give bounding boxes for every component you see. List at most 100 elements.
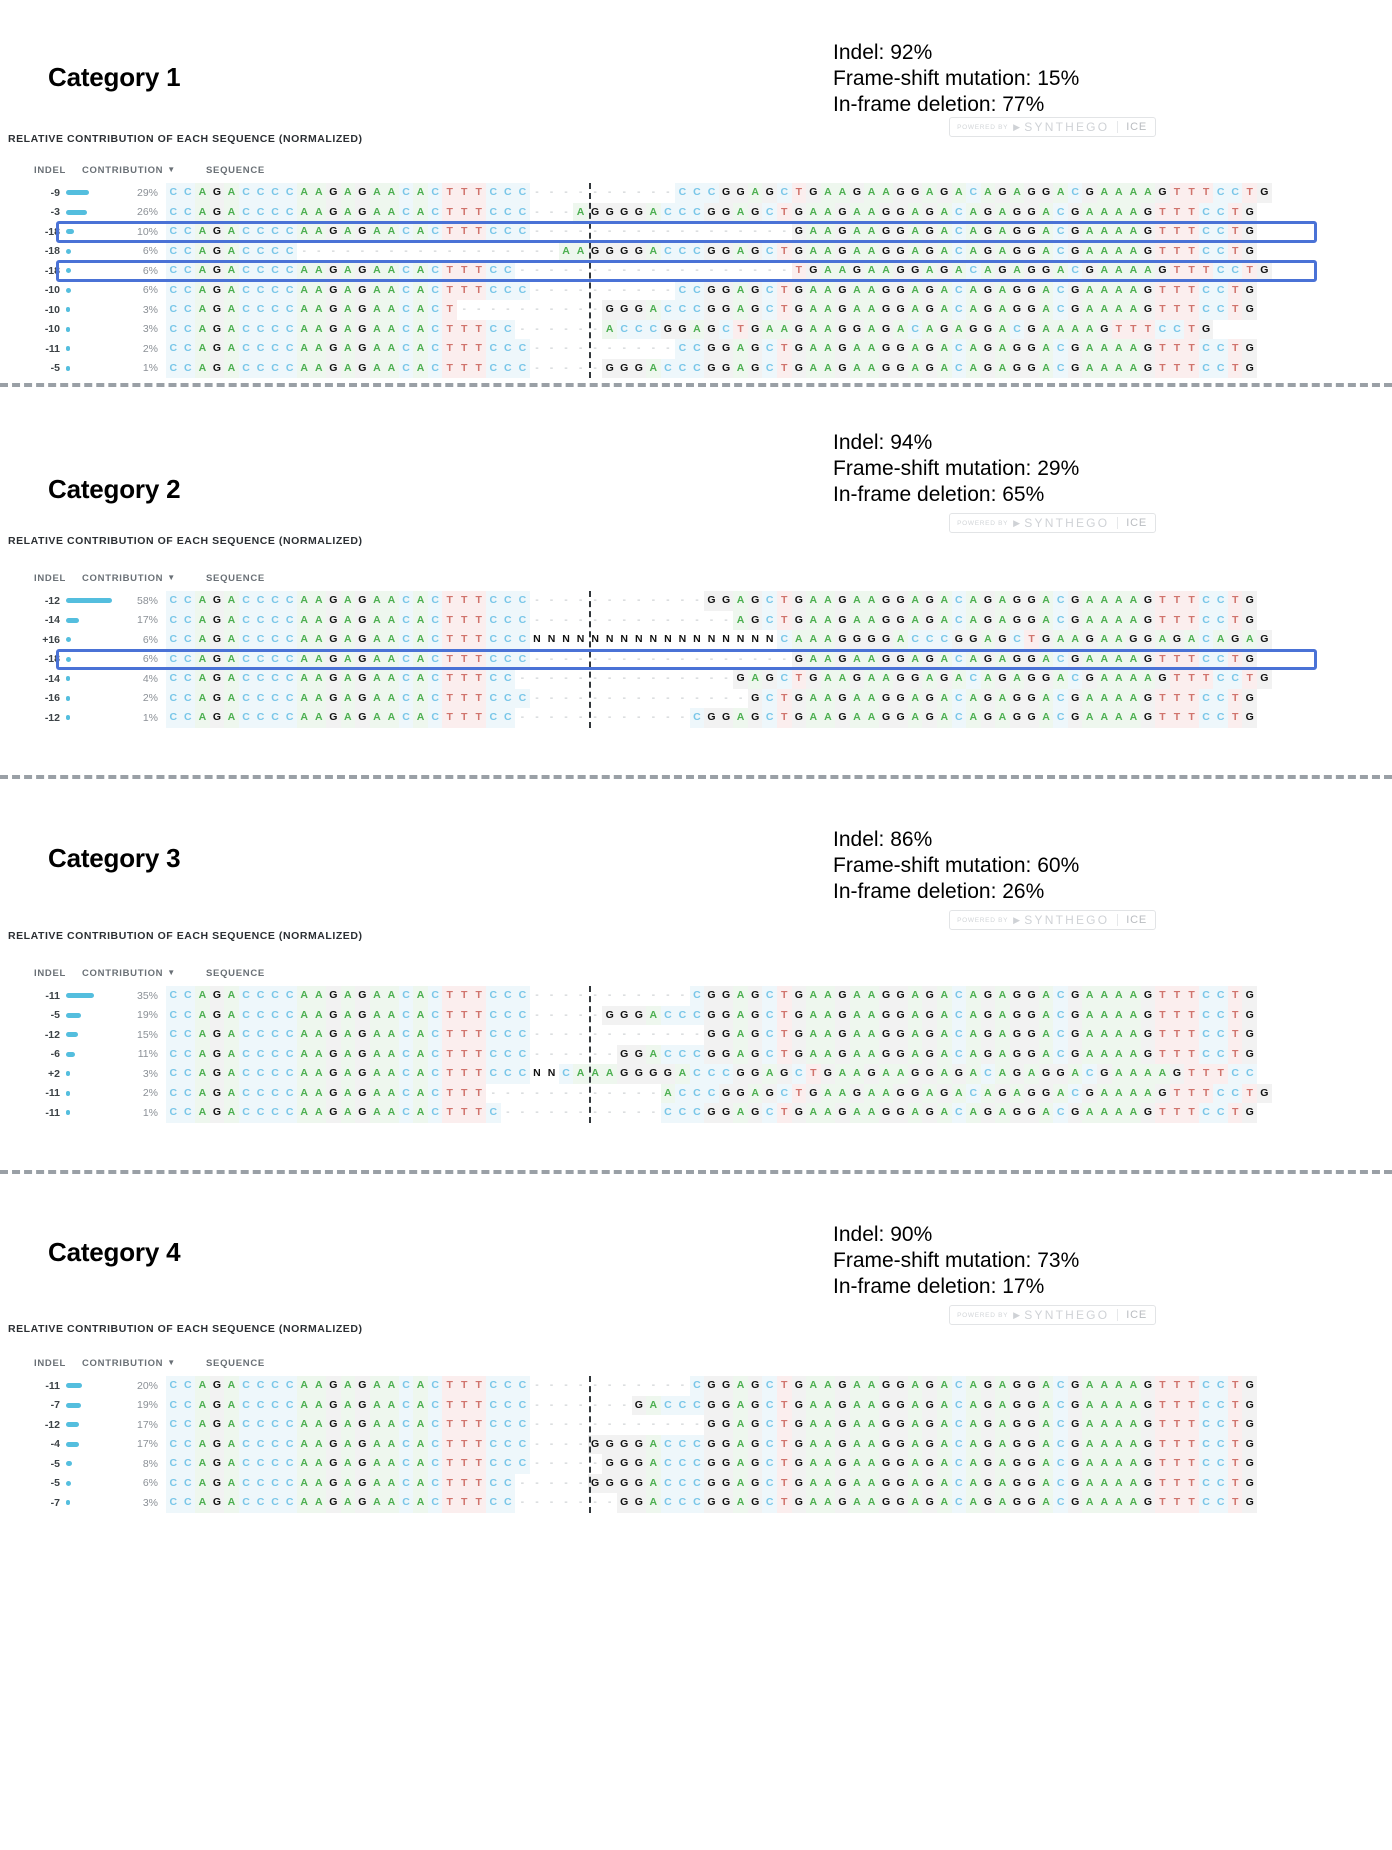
right-base: G <box>1067 649 1083 669</box>
right-base: A <box>1111 1083 1127 1103</box>
right-base: G <box>1067 708 1083 728</box>
table-row[interactable]: -9 29% C C A G A C C C C A A G A G A A C A C T T T C C C - - - - - - - - - -… <box>0 183 1272 203</box>
right-base: A <box>1038 319 1054 339</box>
table-row[interactable]: -11 35% C C A G A C C C C A A G A G A A C A C T T T C C C - - - - - - - - -… <box>0 986 1272 1006</box>
table-row[interactable]: -6 11% C C A G A C C C C A A G A G A A C A C T T T C C C - - - - - - G G A C… <box>0 1044 1272 1064</box>
right-base: A <box>820 280 836 300</box>
left-base: A <box>195 1434 210 1454</box>
left-base: - <box>311 241 327 261</box>
right-base: C <box>1227 1064 1243 1084</box>
right-base: - <box>587 183 603 203</box>
left-base: C <box>180 1493 196 1513</box>
header-contribution[interactable]: CONTRIBUTION ▼ <box>66 968 196 979</box>
left-base: C <box>500 649 516 669</box>
left-base: C <box>238 1025 254 1045</box>
header-contribution[interactable]: CONTRIBUTION ▼ <box>66 573 196 584</box>
right-base: - <box>544 1044 559 1064</box>
right-base: G <box>791 1395 807 1415</box>
left-base: A <box>413 222 428 242</box>
right-base: G <box>704 202 719 222</box>
table-row[interactable]: -12 17% C C A G A C C C C A A G A G A A C A C T T T C C C - - - - - - - - -… <box>0 1415 1258 1435</box>
left-base: A <box>195 630 210 650</box>
left-base: G <box>326 1025 341 1045</box>
right-base: N <box>747 630 763 650</box>
right-base: - <box>602 591 617 611</box>
table-row[interactable]: -14 17% C C A G A C C C C A A G A G A A C A C T T T C C C - - - - - - - - -… <box>0 610 1272 630</box>
right-base: G <box>1140 222 1156 242</box>
table-row[interactable]: -3 26% C C A G A C C C C A A G A G A A C A C T T T C C C - - - A G G G G A C… <box>0 202 1272 222</box>
table-row[interactable]: -14 4% C C A G A C C C C A A G A G A A C A C T T T C C - - - - - - - - - - -… <box>0 669 1272 689</box>
left-base: T <box>471 1395 487 1415</box>
table-row[interactable]: -11 2% C C A G A C C C C A A G A G A A C A C T T T - - - - - - - - - - - - A… <box>0 1083 1272 1103</box>
contribution-bar <box>66 637 71 643</box>
left-base: C <box>486 1025 501 1045</box>
right-base: G <box>1009 1473 1025 1493</box>
right-base: G <box>980 1103 996 1123</box>
cell-contribution-bar <box>66 993 128 999</box>
right-base: T <box>1169 1025 1185 1045</box>
left-base: A <box>340 222 356 242</box>
right-base: G <box>762 183 777 203</box>
right-base: A <box>1111 610 1127 630</box>
right-base: C <box>762 1103 777 1123</box>
table-row[interactable]: -16 2% C C A G A C C C C A A G A G A A C A C T T T C C C - - - - - - - - - -… <box>0 688 1272 708</box>
left-base: C <box>180 708 196 728</box>
right-base: N <box>660 630 676 650</box>
table-row[interactable]: -12 15% C C A G A C C C C A A G A G A A C A C T T T C C C - - - - - - - - -… <box>0 1025 1272 1045</box>
right-base: A <box>646 202 661 222</box>
left-base: G <box>355 630 370 650</box>
table-row[interactable]: -18 6% C C A G A C C C C A A G A G A A C A C T T T C C - - - - - - - - - - -… <box>0 261 1272 281</box>
header-contribution[interactable]: CONTRIBUTION ▼ <box>66 1358 196 1369</box>
table-row[interactable]: -11 1% C C A G A C C C C A A G A G A A C A C T T T C - - - - - - - - - - - C… <box>0 1103 1272 1123</box>
table-row[interactable]: -12 58% C C A G A C C C C A A G A G A A C A C T T T C C C - - - - - - - - -… <box>0 591 1272 611</box>
right-base: A <box>646 1493 661 1513</box>
left-base: G <box>326 1044 341 1064</box>
table-row[interactable]: -10 6% C C A G A C C C C A A G A G A A C A C T T T C C C - - - - - - - - - -… <box>0 280 1272 300</box>
table-row[interactable]: -18 10% C C A G A C C C C A A G A G A A C A C T T T C C C - - - - - - - - -… <box>0 222 1272 242</box>
right-base: A <box>907 1025 923 1045</box>
stat-frameshift: Frame-shift mutation: 60% <box>833 854 1080 877</box>
table-row[interactable]: -11 20% C C A G A C C C C A A G A G A A C A C T T T C C C - - - - - - - - -… <box>0 1376 1258 1396</box>
left-base: A <box>311 591 327 611</box>
table-row[interactable]: -5 19% C C A G A C C C C A A G A G A A C A C T T T C C C - - - - - G G G A C… <box>0 1005 1272 1025</box>
table-row[interactable]: -5 6% C C A G A C C C C A A G A G A A C A C T T T C C - - - - - G G G G A C C… <box>0 1473 1258 1493</box>
table-row[interactable]: -10 3% C C A G A C C C C A A G A G A A C A C T - - - - - - - - - - G G G A C… <box>0 300 1272 320</box>
table-row[interactable]: -18 6% C C A G A C C C C - - - - - - - - - - - - - - - - - - A A G G G G A C… <box>0 241 1272 261</box>
left-base: A <box>296 591 312 611</box>
right-base: C <box>762 300 777 320</box>
left-base: - <box>515 300 530 320</box>
table-row[interactable]: -11 2% C C A G A C C C C A A G A G A A C A C T T T C C C - - - - - - - - - -… <box>0 339 1272 359</box>
right-base: G <box>893 986 908 1006</box>
table-row[interactable]: -4 17% C C A G A C C C C A A G A G A A C A C T T T C C C - - - - G G G G A C… <box>0 1434 1258 1454</box>
cell-indel: -5 <box>50 1009 60 1022</box>
right-base: A <box>966 1415 981 1435</box>
table-row[interactable]: -7 19% C C A G A C C C C A A G A G A A C A C T T T C C C - - - - - - - G A C… <box>0 1395 1258 1415</box>
left-base: C <box>398 1493 414 1513</box>
left-base: C <box>166 222 181 242</box>
table-row[interactable]: +2 3% C C A G A C C C C A A G A G A A C A C T T T C C C N N C A A A G G G G A… <box>0 1064 1272 1084</box>
chevron-down-icon[interactable]: ▼ <box>167 967 176 977</box>
contribution-bar <box>66 1012 82 1018</box>
table-row[interactable]: -18 6% C C A G A C C C C A A G A G A A C A C T T T C C C - - - - - - - - - -… <box>0 649 1272 669</box>
table-row[interactable]: -5 8% C C A G A C C C C A A G A G A A C A C T T T C C C - - - - - G G G A C C… <box>0 1454 1258 1474</box>
chevron-down-icon[interactable]: ▼ <box>167 572 176 582</box>
chevron-down-icon[interactable]: ▼ <box>167 164 176 174</box>
table-row[interactable]: -7 3% C C A G A C C C C A A G A G A A C A C T T T C C - - - - - - - G G A C C… <box>0 1493 1258 1513</box>
right-base: G <box>835 708 850 728</box>
right-base: - <box>602 986 617 1006</box>
table-row[interactable]: -5 1% C C A G A C C C C A A G A G A A C A C T T T C C C - - - - - G G G A C C… <box>0 358 1272 378</box>
header-contribution[interactable]: CONTRIBUTION ▼ <box>66 165 196 176</box>
right-base: T <box>776 1005 792 1025</box>
right-base: G <box>878 1376 894 1396</box>
table-row[interactable]: +16 6% C C A G A C C C C A A G A G A A C A C T T T C C C N N N N N N N N N N… <box>0 630 1272 650</box>
left-base: - <box>355 241 370 261</box>
table-row[interactable]: -10 3% C C A G A C C C C A A G A G A A C A C T T T C C - - - - - - A C C C G… <box>0 319 1272 339</box>
right-base: G <box>936 319 952 339</box>
table-row[interactable]: -12 1% C C A G A C C C C A A G A G A A C A C T T T C C - - - - - - - - - - -… <box>0 708 1272 728</box>
right-base: T <box>1169 241 1185 261</box>
left-base: C <box>238 630 254 650</box>
left-base: C <box>486 1064 501 1084</box>
chevron-down-icon[interactable]: ▼ <box>167 1357 176 1367</box>
right-base: A <box>1082 591 1097 611</box>
